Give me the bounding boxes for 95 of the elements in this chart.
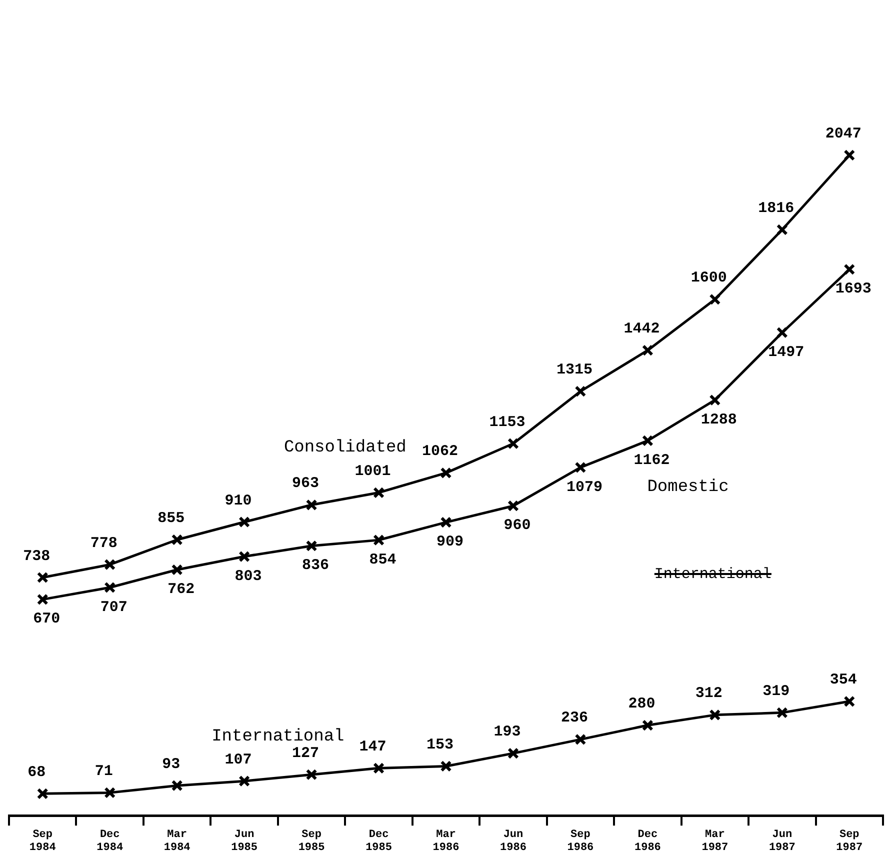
point — [171, 780, 183, 792]
point — [104, 786, 116, 798]
data-label: 319 — [762, 682, 790, 700]
data-label: 855 — [158, 510, 185, 528]
point — [373, 762, 385, 774]
x-tick-label: Sep 1987 — [836, 828, 863, 854]
x-tick-label: Sep 1984 — [29, 828, 56, 854]
point — [574, 386, 586, 398]
data-label: 803 — [234, 568, 262, 585]
point — [776, 224, 788, 236]
x-tick-label: Dec 1985 — [366, 828, 392, 854]
data-label: 1079 — [566, 478, 602, 496]
data-label: 910 — [224, 492, 252, 510]
point — [642, 344, 654, 356]
data-label: 147 — [359, 738, 386, 756]
data-label: 71 — [94, 762, 113, 780]
data-label: 107 — [224, 751, 252, 768]
point — [844, 149, 856, 161]
point — [238, 516, 250, 528]
point — [776, 706, 788, 718]
point — [844, 264, 856, 276]
x-tick-label: Jun 1985 — [231, 828, 258, 854]
point — [709, 709, 721, 721]
data-label: 738 — [23, 548, 50, 565]
data-label: 707 — [100, 598, 128, 616]
data-label: 1600 — [690, 270, 727, 287]
point — [36, 572, 48, 584]
x-tick-label: Mar 1987 — [702, 828, 728, 854]
point — [507, 438, 519, 450]
series-label: Domestic — [647, 478, 729, 497]
data-label: 93 — [162, 756, 180, 773]
point — [171, 564, 183, 576]
data-label: 354 — [830, 672, 857, 689]
point — [642, 434, 654, 446]
data-label: 1062 — [422, 443, 458, 460]
x-tick-label: Mar 1984 — [164, 828, 191, 854]
data-label: 1162 — [634, 452, 670, 469]
point — [440, 467, 452, 479]
data-label: 836 — [302, 557, 330, 574]
point — [306, 768, 318, 780]
data-label: 312 — [695, 685, 722, 702]
point — [373, 534, 385, 546]
point — [844, 696, 856, 708]
point — [104, 582, 116, 594]
point — [373, 486, 385, 498]
data-label: 2047 — [825, 125, 862, 142]
data-label: 1693 — [835, 280, 872, 298]
point — [440, 760, 452, 772]
data-label: 960 — [504, 517, 531, 534]
x-tick-label: Dec 1986 — [634, 828, 661, 854]
data-label: 280 — [628, 696, 656, 713]
data-label: 1497 — [768, 344, 804, 361]
point — [306, 540, 318, 552]
point — [306, 499, 318, 511]
point — [36, 594, 48, 606]
data-label: 1153 — [489, 414, 526, 431]
point — [709, 394, 721, 406]
data-label: 670 — [33, 610, 60, 628]
x-tick-label: Dec 1984 — [96, 828, 124, 854]
data-label: 762 — [168, 581, 195, 598]
point — [507, 748, 519, 760]
point — [238, 775, 250, 787]
point — [574, 734, 586, 746]
point — [440, 516, 452, 528]
point — [507, 500, 519, 512]
series-label: International — [212, 727, 344, 746]
data-label: 909 — [436, 534, 464, 551]
data-label: 963 — [292, 475, 320, 492]
x-tick-label: Sep 1986 — [567, 828, 594, 854]
data-label: 1288 — [700, 411, 737, 428]
data-label: 778 — [90, 534, 118, 552]
data-label: 1315 — [556, 362, 592, 379]
point — [104, 558, 116, 570]
data-label: 236 — [560, 710, 588, 727]
point — [574, 462, 586, 474]
data-label: 193 — [494, 724, 521, 741]
point — [171, 534, 183, 546]
data-label: 1816 — [758, 200, 794, 217]
point — [642, 720, 654, 732]
data-label: 854 — [369, 551, 396, 568]
data-label: 153 — [426, 736, 454, 754]
x-tick-label: Sep 1985 — [298, 828, 326, 854]
series-label: Consolidated — [284, 438, 406, 458]
point — [238, 550, 250, 562]
point — [776, 326, 788, 338]
point — [36, 788, 48, 800]
data-label: 1442 — [624, 320, 660, 338]
data-label: 68 — [28, 764, 46, 781]
data-label: 1001 — [354, 462, 391, 480]
data-label: 127 — [292, 744, 320, 762]
annotation: International — [654, 566, 772, 583]
x-tick-label: Jun 1986 — [500, 828, 526, 854]
point — [709, 294, 721, 306]
x-tick-label: Jun 1987 — [768, 828, 796, 854]
x-tick-label: Mar 1986 — [432, 828, 460, 854]
